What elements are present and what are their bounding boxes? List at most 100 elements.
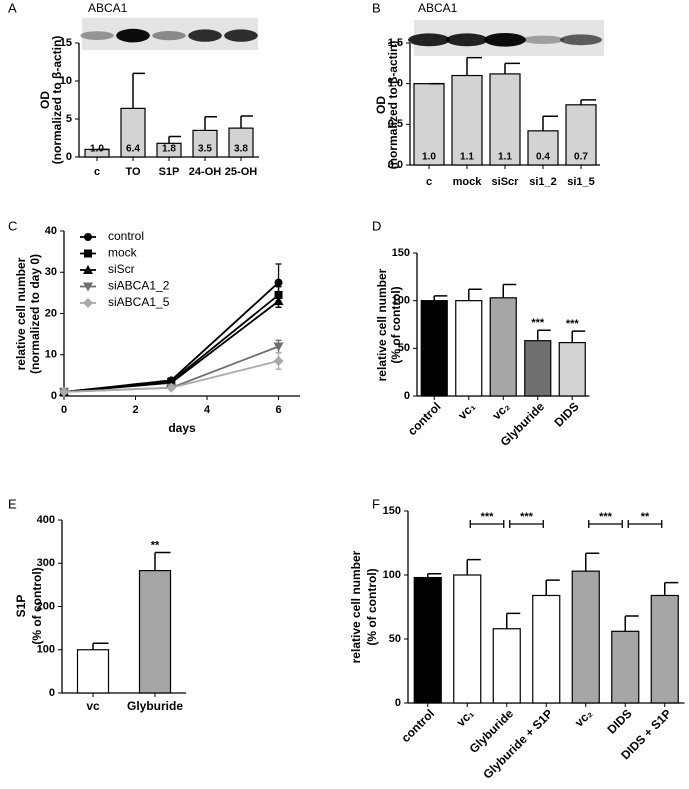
x-tick-label: vc [86, 699, 100, 713]
y-axis-label: OD [38, 91, 52, 109]
value-label: 3.5 [198, 144, 212, 155]
bar [453, 574, 482, 704]
x-tick-label: S1P [159, 166, 180, 178]
error-bar [204, 115, 217, 131]
significance: *** [599, 511, 613, 523]
value-label: 0.7 [574, 152, 588, 163]
x-tick-label: 25-OH [225, 166, 257, 178]
y-axis-label: S1P [14, 595, 28, 618]
data-point [59, 386, 69, 397]
bar [76, 649, 110, 694]
bar [532, 594, 561, 704]
error-bar [468, 288, 482, 301]
bar [455, 300, 483, 397]
x-tick-label: vc₂ [572, 706, 595, 729]
blot-band [408, 33, 450, 47]
y-tick-label: 0.5 [388, 118, 403, 130]
panel-letter: D [372, 218, 381, 233]
error-bar [154, 551, 171, 571]
legend-label: control [108, 229, 144, 243]
y-tick-label: 150 [392, 247, 410, 259]
significance: *** [520, 511, 534, 523]
y-tick-label: 15 [60, 37, 72, 49]
x-axis-label: days [168, 421, 196, 435]
bar [565, 104, 597, 166]
y-tick-label: 100 [383, 569, 401, 581]
y-tick-label: 200 [37, 600, 55, 612]
y-axis-label: (normalized to β-actin) [50, 36, 64, 165]
bracket [469, 520, 505, 528]
y-tick-label: 150 [383, 505, 401, 517]
error-bar [427, 572, 442, 578]
error-bar [92, 642, 109, 650]
error-bar [466, 56, 482, 76]
x-tick-label: siScr [492, 176, 520, 188]
data-point [273, 342, 284, 352]
error-bar [580, 99, 596, 105]
legend-marker [84, 233, 92, 241]
significance: *** [566, 318, 580, 330]
x-tick-label: c [94, 166, 100, 178]
y-tick-label: 0 [395, 697, 401, 709]
error-bar [624, 615, 639, 632]
y-axis-label: (% of control) [389, 286, 403, 363]
blot-title: ABCA1 [88, 1, 128, 15]
error-bar [132, 72, 145, 109]
x-tick-label: mock [453, 176, 483, 188]
value-label: 1.8 [162, 144, 176, 155]
error-bar [542, 115, 558, 131]
y-tick-label: 10 [60, 75, 72, 87]
legend-label: siABCA1_5 [108, 295, 170, 309]
value-label: 1.1 [460, 152, 474, 163]
y-axis-label: (% of control) [365, 568, 379, 645]
y-axis-label: relative cell number [349, 550, 363, 663]
data-point [166, 382, 177, 393]
blot-band [188, 29, 222, 42]
legend-marker [84, 249, 92, 258]
y-tick-label: 1.0 [388, 78, 403, 90]
y-tick-label: 10 [45, 349, 57, 361]
legend-marker [83, 298, 93, 308]
bracket [627, 520, 663, 528]
bracket [509, 520, 544, 528]
bar [138, 570, 172, 694]
x-tick-label: TO [125, 166, 141, 178]
panel-letter: C [8, 218, 17, 233]
blot-band [152, 30, 186, 41]
x-tick-label: si1_2 [529, 176, 557, 188]
bar [492, 628, 521, 704]
y-tick-label: 300 [37, 557, 55, 569]
blot-band [522, 35, 564, 44]
error-bar [585, 552, 600, 572]
bar [571, 570, 600, 704]
y-tick-label: 100 [392, 295, 410, 307]
bar [524, 340, 552, 397]
bar [489, 297, 517, 397]
error-bar [240, 115, 253, 129]
y-tick-label: 50 [389, 633, 401, 645]
bar [650, 594, 679, 704]
x-tick-label: Glyburide + S1P [480, 706, 555, 781]
y-tick-label: 400 [37, 514, 55, 526]
bar [451, 74, 483, 166]
y-tick-label: 40 [45, 225, 57, 237]
blot-band [224, 29, 258, 42]
data-point [273, 296, 284, 306]
x-tick-label: control [398, 706, 437, 745]
y-tick-label: 0 [49, 687, 55, 699]
error-bar [502, 283, 517, 298]
error-bar [466, 558, 481, 575]
y-tick-label: 0.0 [388, 159, 403, 171]
data-point [274, 278, 283, 287]
y-axis-label: relative cell number [14, 257, 28, 370]
error-bar [504, 62, 520, 74]
x-tick-label: vc₂ [490, 399, 513, 422]
y-tick-label: 0 [66, 151, 72, 163]
significance: ** [151, 539, 160, 551]
y-tick-label: 0 [404, 390, 410, 402]
y-tick-label: 5 [66, 113, 72, 125]
y-tick-label: 50 [398, 342, 410, 354]
bar [558, 342, 586, 397]
bar [611, 630, 640, 704]
y-axis-label: OD [374, 96, 388, 114]
